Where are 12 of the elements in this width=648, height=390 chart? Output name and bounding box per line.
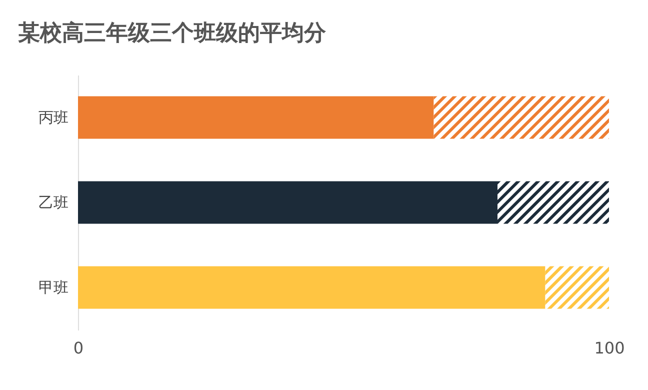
y-tick-label: 乙班	[38, 194, 68, 212]
y-tick-label: 丙班	[38, 108, 68, 126]
bar	[78, 266, 546, 309]
bar	[78, 181, 498, 224]
x-tick-label: 0	[73, 338, 84, 358]
y-tick-label: 甲班	[38, 278, 68, 296]
chart-title: 某校高三年级三个班级的平均分	[18, 20, 327, 46]
bar	[78, 96, 434, 139]
x-tick-label: 100	[594, 338, 625, 358]
bar	[497, 181, 609, 224]
bar	[545, 266, 609, 309]
bar	[434, 96, 609, 139]
